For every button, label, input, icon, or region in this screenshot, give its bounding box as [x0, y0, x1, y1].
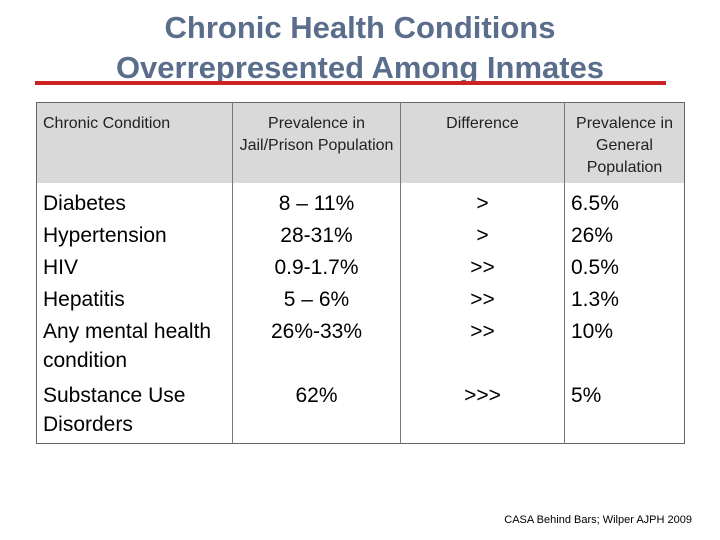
condition-cell: Substance Use Disorders [36, 375, 233, 444]
general-prevalence-cell: 26% [571, 224, 614, 247]
slide-title: Chronic Health Conditions Overrepresente… [0, 8, 720, 88]
difference-cell: >> [400, 282, 565, 314]
condition-cell: Hepatitis [36, 282, 233, 314]
title-underline [35, 81, 666, 85]
general-prevalence-cell: 6.5% [571, 192, 619, 215]
header-difference: Difference [400, 102, 565, 183]
general-prevalence-cell: 0.5% [571, 256, 619, 279]
jail-prevalence-cell: 26%-33% [232, 314, 401, 375]
general-prevalence-cell: 1.3% [571, 288, 619, 311]
header-chronic-condition: Chronic Condition [36, 102, 233, 183]
jail-prevalence-cell: 8 – 11% [232, 183, 401, 218]
jail-prevalence-cell: 28-31% [232, 218, 401, 250]
difference-cell: > [400, 218, 565, 250]
condition-cell: HIV [36, 250, 233, 282]
table-header-row: Chronic Condition Prevalence in Jail/Pri… [36, 102, 685, 183]
table-row: HIV 0.9-1.7% >> 0.5% [36, 250, 685, 282]
table-row: Hypertension 28-31% > 26% [36, 218, 685, 250]
difference-cell: >>> [400, 375, 565, 444]
table-row: Any mental health condition 26%-33% >> 1… [36, 314, 685, 375]
header-general-prevalence: Prevalence in General Population [564, 102, 685, 183]
condition-cell: Diabetes [36, 183, 233, 218]
table-row: Hepatitis 5 – 6% >> 1.3% [36, 282, 685, 314]
general-prevalence-cell: 5% [571, 384, 602, 407]
condition-cell: Hypertension [36, 218, 233, 250]
condition-cell: Any mental health condition [36, 314, 233, 375]
jail-prevalence-cell: 5 – 6% [232, 282, 401, 314]
slide-title-line-2: Overrepresented Among Inmates [115, 50, 605, 85]
difference-cell: > [400, 183, 565, 218]
jail-prevalence-cell: 0.9-1.7% [232, 250, 401, 282]
header-jail-prevalence: Prevalence in Jail/Prison Population [232, 102, 401, 183]
difference-cell: >> [400, 250, 565, 282]
table-row: Substance Use Disorders 62% >>> 5% [36, 375, 685, 444]
conditions-table: Chronic Condition Prevalence in Jail/Pri… [36, 102, 685, 444]
slide-title-line-1: Chronic Health Conditions [164, 10, 556, 45]
table-row: Diabetes 8 – 11% > 6.5% [36, 183, 685, 218]
general-prevalence-cell: 10% [571, 320, 614, 343]
jail-prevalence-cell: 62% [232, 375, 401, 444]
difference-cell: >> [400, 314, 565, 375]
source-citation: CASA Behind Bars; Wilper AJPH 2009 [504, 514, 692, 526]
